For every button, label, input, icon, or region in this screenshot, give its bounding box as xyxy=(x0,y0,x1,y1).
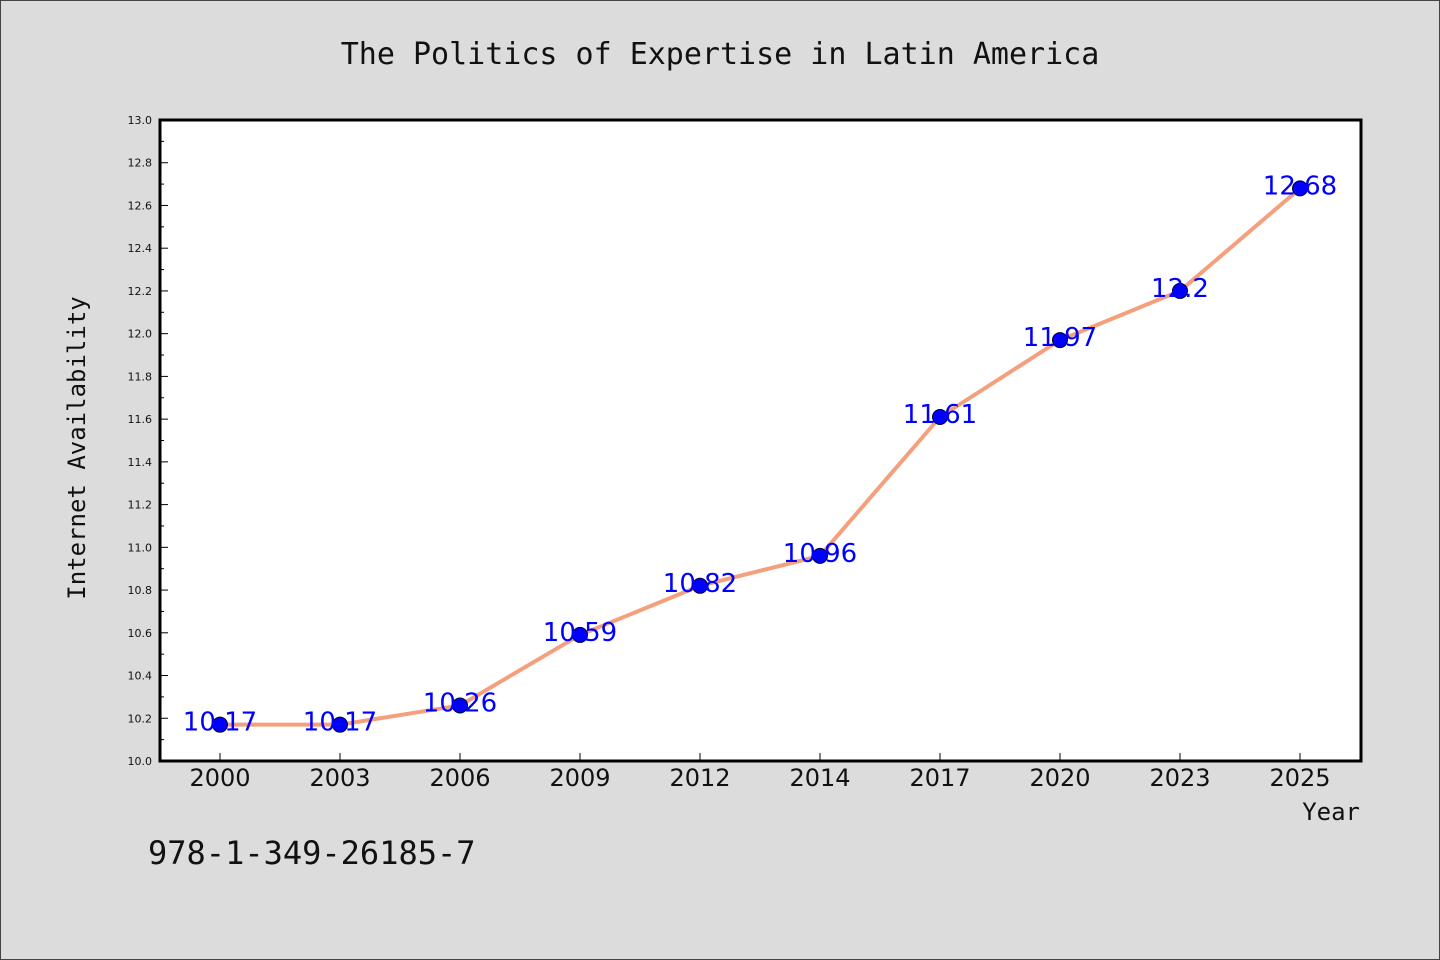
data-point xyxy=(932,408,948,425)
y-tick-label: 11.6 xyxy=(128,413,153,426)
y-tick-label: 10.6 xyxy=(128,627,153,640)
data-label: 10.82 xyxy=(663,569,737,599)
y-tick-label: 12.0 xyxy=(128,328,153,341)
data-label: 10.17 xyxy=(303,708,377,738)
y-tick-label: 10.8 xyxy=(128,584,153,597)
data-point xyxy=(212,716,228,733)
y-axis-label: Internet Availability xyxy=(63,296,91,599)
data-point xyxy=(1172,282,1188,299)
x-tick-label: 2017 xyxy=(909,764,970,792)
y-axis: 10.0 10.2 10.4 10.6 10.8 11.0 11.2 11.4 11.6 11.8… xyxy=(128,114,168,768)
x-tick-label: 2006 xyxy=(429,764,490,792)
y-tick-label: 10.2 xyxy=(128,712,153,725)
y-tick-label: 12.4 xyxy=(128,242,153,255)
data-label: 10.96 xyxy=(783,539,857,569)
data-point xyxy=(332,716,348,733)
data-label: 11.97 xyxy=(1023,323,1097,353)
plot-area xyxy=(160,120,1361,761)
y-tick-label: 11.4 xyxy=(128,456,153,469)
y-tick-label: 11.8 xyxy=(128,370,153,383)
y-tick-label: 13.0 xyxy=(128,114,153,127)
x-tick-label: 2023 xyxy=(1149,764,1210,792)
data-point xyxy=(812,547,828,564)
data-label: 11.61 xyxy=(903,400,977,430)
data-point xyxy=(452,697,468,714)
y-tick-label: 11.2 xyxy=(128,499,153,512)
data-label: 12.68 xyxy=(1263,171,1337,201)
chart-title: The Politics of Expertise in Latin Ameri… xyxy=(341,37,1100,72)
y-tick-label: 11.0 xyxy=(128,541,153,554)
x-tick-label: 2000 xyxy=(189,764,250,792)
data-label: 10.26 xyxy=(423,688,497,718)
x-tick-label: 2020 xyxy=(1029,764,1090,792)
x-tick-label: 2012 xyxy=(669,764,730,792)
data-point xyxy=(1292,180,1308,197)
x-tick-label: 2003 xyxy=(309,764,370,792)
data-point xyxy=(572,626,588,643)
data-point xyxy=(1052,332,1068,349)
y-tick-label: 12.2 xyxy=(128,285,153,298)
x-tick-label: 2014 xyxy=(789,764,850,792)
footer-isbn: 978-1-349-26185-7 xyxy=(148,834,476,872)
x-axis: 2000 2003 2006 2009 2012 2014 2017 2020 2023 2025 xyxy=(189,753,1331,792)
x-tick-label: 2025 xyxy=(1269,764,1330,792)
y-tick-label: 10.4 xyxy=(128,670,153,683)
y-tick-label: 12.6 xyxy=(128,199,153,212)
x-tick-label: 2009 xyxy=(549,764,610,792)
data-label: 12.2 xyxy=(1151,274,1209,304)
data-point xyxy=(692,577,708,594)
data-markers xyxy=(212,180,1308,733)
y-tick-label: 12.8 xyxy=(128,157,153,170)
plot-frame xyxy=(158,118,1363,763)
data-labels: 10.17 10.17 10.26 10.59 10.82 10.96 11.61 11.97… xyxy=(183,171,1337,737)
series-line xyxy=(218,186,1302,727)
data-label: 10.59 xyxy=(543,618,617,648)
x-axis-label: Year xyxy=(1302,798,1360,826)
y-tick-label: 10.0 xyxy=(128,755,153,768)
data-label: 10.17 xyxy=(183,708,257,738)
